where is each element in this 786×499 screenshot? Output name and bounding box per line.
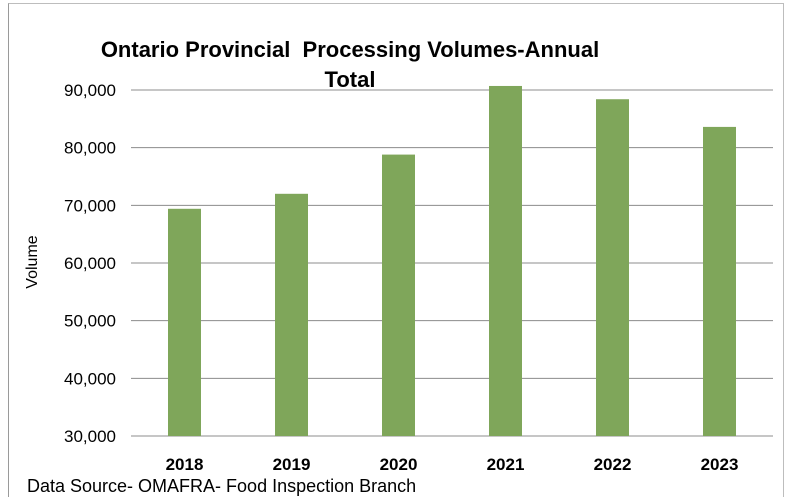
chart-title: Ontario Provincial Processing Volumes-An… [100, 37, 606, 92]
y-tick-label: 90,000 [64, 81, 116, 100]
y-axis-label: Volume [24, 235, 41, 289]
y-tick-label: 60,000 [64, 254, 116, 273]
x-tick-label: 2023 [701, 455, 739, 474]
y-tick-label: 30,000 [64, 427, 116, 446]
x-tick-label: 2019 [273, 455, 311, 474]
bar-2022 [596, 99, 629, 436]
bar-2018 [168, 208, 201, 436]
x-tick-label: 2021 [487, 455, 525, 474]
bars [168, 85, 736, 437]
bar-2019 [275, 193, 308, 436]
y-tick-label: 40,000 [64, 369, 116, 388]
x-tick-label: 2018 [166, 455, 204, 474]
x-tick-label: 2022 [594, 455, 632, 474]
x-tick-label: 2020 [380, 455, 418, 474]
bar-2021 [489, 85, 522, 437]
y-tick-label: 80,000 [64, 139, 116, 158]
y-tick-label: 70,000 [64, 196, 116, 215]
data-source-note: Data Source- OMAFRA- Food Inspection Bra… [27, 476, 417, 496]
bar-2020 [382, 154, 415, 436]
gridlines [131, 89, 773, 437]
bar-2023 [703, 126, 736, 436]
y-axis-ticks: 30,000 40,000 50,000 60,000 70,000 80,000 90,0… [64, 81, 116, 446]
chart-frame [8, 3, 784, 497]
y-tick-label: 50,000 [64, 312, 116, 331]
x-axis-ticks: 2018 2019 2020 2021 2022 2023 [166, 455, 739, 474]
